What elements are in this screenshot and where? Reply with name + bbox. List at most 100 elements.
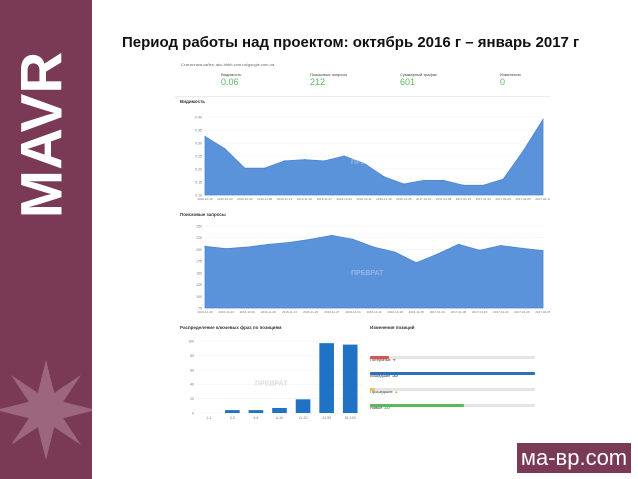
change-count: 35: [392, 373, 398, 379]
x-tick-label: 2016-11-27: [324, 310, 339, 314]
data-point: [323, 160, 325, 162]
y-tick-label: 0.40: [195, 116, 202, 120]
x-tick-label: 2017-01-15: [472, 310, 488, 314]
bar: [225, 410, 240, 413]
data-point: [225, 248, 227, 250]
data-point: [479, 249, 481, 251]
watermark: ПРЕВРАТ: [255, 381, 288, 388]
watermark: ПРЕВРАТ: [351, 159, 384, 166]
stat-value: 0.06: [221, 77, 239, 87]
data-point: [442, 179, 445, 181]
x-tick-label: 21-50: [322, 416, 331, 420]
changes-title: Изменения позиций: [370, 325, 415, 330]
distribution-chart: 100 80 60 40 20 0 1-1 2-3 4-5 6-10 11-20 21-50 51-10…: [188, 340, 362, 420]
y-tick-label: 175: [196, 260, 202, 264]
data-point: [383, 176, 385, 178]
x-tick-label: 2017-01-01: [416, 197, 432, 201]
y-tick-label: 225: [196, 236, 202, 240]
bar: [319, 343, 334, 413]
x-tick-label: 4-5: [253, 416, 258, 420]
x-tick-label: 2-3: [230, 416, 235, 420]
y-tick-label: 40: [190, 383, 194, 387]
change-label: Потеряные: [370, 357, 391, 362]
data-point: [303, 159, 306, 161]
y-tick-label: 200: [196, 248, 202, 252]
queries-chart: 250 225 200 175 150 125 100 75 ПРЕВРАТ 2016-10-16…: [196, 225, 550, 315]
data-point: [288, 241, 291, 243]
x-tick-label: 2016-10-30: [240, 310, 256, 314]
x-tick-label: 1-1: [206, 416, 211, 420]
stat-traffic: Суммарный трафик 601: [400, 72, 480, 87]
x-tick-label: 2016-10-16: [197, 310, 213, 314]
data-point: [522, 150, 524, 152]
visibility-title: Видимость: [180, 99, 206, 104]
y-tick-label: 100: [188, 340, 194, 344]
mavr-logo: MAVR: [9, 52, 74, 218]
change-new: Новые 20: [370, 396, 540, 414]
brand-sidebar: MAVR: [0, 0, 92, 479]
data-point: [542, 250, 544, 252]
y-tick-label: 0.30: [195, 142, 202, 146]
stat-changes: Изменения 0: [500, 72, 580, 87]
stat-queries: Поисковые запросы 212: [310, 72, 390, 87]
stat-value: 601: [400, 77, 416, 87]
x-tick-label: 2016-12-04: [345, 310, 361, 314]
y-tick-label: 0.15: [195, 181, 202, 185]
x-tick-label: 2016-11-06: [257, 197, 272, 201]
x-tick-label: 2016-10-30: [237, 197, 253, 201]
y-tick-label: 0.10: [195, 194, 202, 198]
data-point: [394, 251, 396, 253]
series-area: [204, 118, 544, 196]
y-tick-label: 0.25: [195, 155, 202, 159]
data-point: [482, 184, 484, 186]
data-point: [283, 160, 286, 162]
data-point: [204, 245, 206, 247]
data-point: [423, 179, 425, 181]
brand-text: MAVR: [9, 52, 74, 218]
change-lost: Потеряные 4: [370, 348, 540, 366]
data-point: [403, 183, 405, 185]
change-label: Вошедшие: [370, 373, 391, 378]
x-tick-label: 2017-01-08: [436, 197, 452, 201]
data-point: [246, 246, 248, 248]
x-tick-label: 2016-11-06: [261, 310, 276, 314]
stat-value: 212: [310, 77, 326, 87]
stats-header: Статистика сайта: abc-bbbb.com.ua/google…: [175, 58, 550, 97]
data-point: [462, 184, 465, 186]
x-tick-label: 2016-11-13: [282, 310, 297, 314]
y-tick-label: 250: [196, 225, 202, 229]
stat-visibility: Видимость 0.06: [221, 72, 301, 87]
flower-ornament-icon: [0, 360, 92, 460]
y-tick-label: 125: [196, 283, 202, 287]
change-passed: Прошедшие 1: [370, 380, 540, 398]
x-tick-label: 2016-11-20: [297, 197, 312, 201]
site-logo[interactable]: ма-вр.com: [517, 443, 631, 473]
data-point: [457, 243, 460, 245]
data-point: [310, 238, 312, 240]
x-tick-label: 2016-12-18: [387, 310, 403, 314]
change-count: 4: [392, 357, 396, 363]
x-tick-label: 2017-01-15: [456, 197, 472, 201]
data-point: [244, 167, 246, 169]
series-area: [204, 234, 544, 309]
bar: [272, 407, 287, 413]
change-fill: [370, 404, 465, 407]
x-tick-label: 2017-01-29: [496, 197, 512, 201]
data-point: [502, 178, 504, 180]
x-tick-label: 2016-12-11: [366, 310, 381, 314]
y-tick-label: 0: [192, 412, 194, 416]
data-point: [521, 247, 523, 249]
x-tick-label: 51-100: [345, 416, 356, 420]
x-tick-label: 2016-10-23: [218, 310, 234, 314]
stat-label: Видимость: [221, 72, 242, 77]
watermark: ПРЕВРАТ: [351, 270, 384, 277]
data-point: [415, 262, 417, 264]
change-label: Новые: [370, 405, 383, 410]
change-count: 20: [384, 405, 390, 411]
y-tick-label: 75: [198, 307, 202, 311]
x-tick-label: 2017-01-22: [493, 310, 509, 314]
stat-label: Поисковые запросы: [310, 72, 348, 77]
site-line: Статистика сайта: abc-bbbb.com.ua/google…: [181, 62, 275, 67]
change-label: Прошедшие: [370, 389, 393, 394]
data-point: [542, 118, 544, 121]
